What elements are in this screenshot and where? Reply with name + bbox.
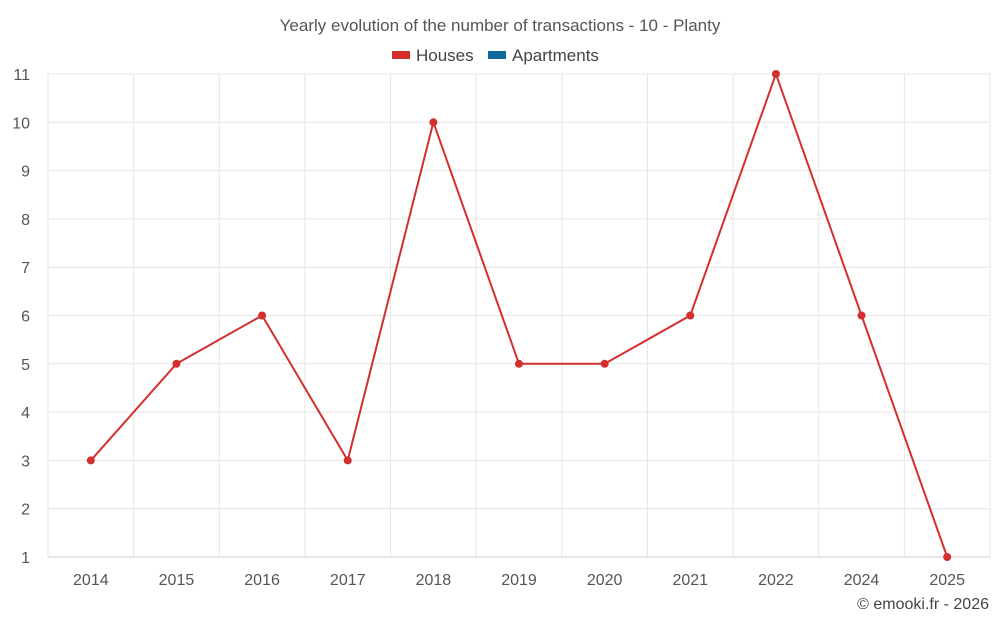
data-point[interactable]: [429, 118, 438, 127]
legend-label-apartments: Apartments: [512, 46, 599, 65]
chart-title: Yearly evolution of the number of transa…: [280, 16, 721, 35]
data-point[interactable]: [686, 311, 695, 320]
data-point[interactable]: [857, 311, 866, 320]
x-tick-label: 2016: [244, 572, 280, 589]
y-tick-label: 8: [21, 212, 30, 229]
x-tick-label: 2019: [501, 572, 537, 589]
y-tick-label: 7: [21, 260, 30, 277]
y-tick-label: 11: [13, 67, 30, 84]
x-axis: 2014 2015 2016 2017 2018 2019 2020 2021 2022 2024…: [73, 572, 965, 589]
data-point[interactable]: [343, 456, 352, 465]
y-tick-label: 3: [21, 453, 30, 470]
legend-label-houses: Houses: [416, 46, 474, 65]
gridlines: [47, 73, 991, 558]
y-tick-label: 2: [21, 502, 30, 519]
series-group: [86, 70, 952, 561]
x-tick-label: 2024: [844, 572, 880, 589]
data-point[interactable]: [258, 311, 267, 320]
x-tick-label: 2017: [330, 572, 366, 589]
y-tick-label: 6: [21, 309, 30, 326]
y-tick-label: 9: [21, 164, 30, 181]
data-point[interactable]: [600, 359, 609, 368]
y-tick-label: 5: [21, 357, 30, 374]
y-axis: 1 2 3 4 5 6 7 8 9 10 11: [12, 67, 30, 567]
data-point[interactable]: [172, 359, 181, 368]
legend-item-houses[interactable]: Houses: [392, 46, 474, 65]
x-tick-label: 2020: [587, 572, 623, 589]
y-tick-label: 1: [21, 550, 30, 567]
y-tick-label: 10: [12, 115, 30, 132]
credit-text: © emooki.fr - 2026: [857, 596, 989, 613]
y-tick-label: 4: [21, 405, 30, 422]
legend: Houses Apartments: [392, 46, 599, 65]
x-tick-label: 2021: [672, 572, 708, 589]
x-tick-label: 2014: [73, 572, 109, 589]
x-tick-label: 2025: [929, 572, 965, 589]
data-point[interactable]: [943, 553, 952, 561]
x-tick-label: 2018: [416, 572, 452, 589]
legend-swatch-houses: [392, 51, 410, 59]
data-point[interactable]: [771, 70, 780, 78]
legend-swatch-apartments: [488, 51, 506, 59]
data-point[interactable]: [515, 359, 523, 368]
x-tick-label: 2022: [758, 572, 794, 589]
legend-item-apartments[interactable]: Apartments: [488, 46, 599, 65]
x-tick-label: 2015: [159, 572, 195, 589]
data-point[interactable]: [86, 456, 95, 465]
